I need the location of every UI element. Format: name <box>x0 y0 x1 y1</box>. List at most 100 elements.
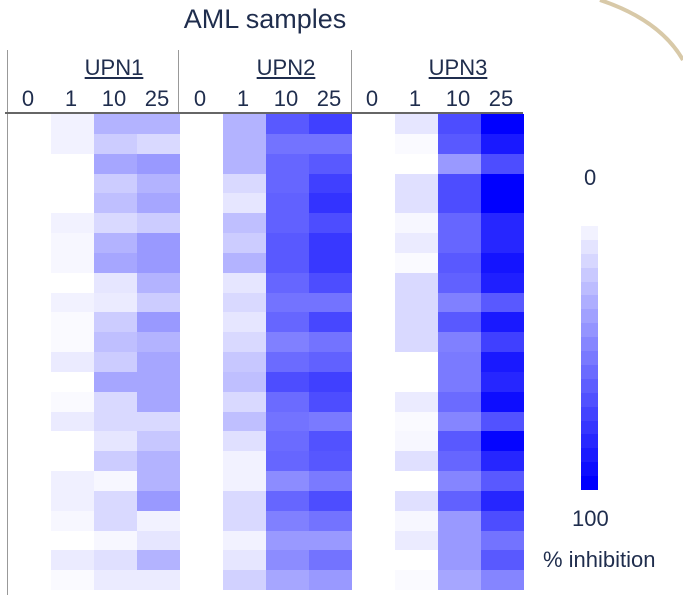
heatmap-cell <box>51 550 94 571</box>
heatmap-cell <box>481 252 524 274</box>
heatmap-cell <box>223 490 266 512</box>
heatmap-cell <box>266 530 309 551</box>
colorbar-step <box>581 281 598 296</box>
heatmap-cell <box>309 391 352 412</box>
heatmap-cell <box>309 153 352 174</box>
heatmap-cell <box>266 292 309 313</box>
heatmap-cell <box>352 431 395 452</box>
heatmap-cell <box>481 153 524 174</box>
heatmap-cell <box>309 471 352 492</box>
heatmap-cell <box>180 490 223 512</box>
concentration-tick-label: 25 <box>144 86 170 111</box>
heatmap-cell <box>137 153 180 174</box>
colorbar-step <box>581 295 598 310</box>
heatmap-cell <box>352 173 395 194</box>
heatmap-cell <box>137 490 180 512</box>
colorbar-step <box>581 378 598 394</box>
heatmap-cell <box>94 312 137 333</box>
heatmap-cell <box>51 233 94 254</box>
heatmap-cell <box>137 272 180 293</box>
concentration-tick-label: 1 <box>236 86 250 111</box>
heatmap-cell <box>137 570 180 591</box>
heatmap-cell <box>51 133 94 155</box>
heatmap-cell <box>438 451 481 472</box>
heatmap-cell <box>266 570 309 591</box>
heatmap-cell <box>481 272 524 293</box>
heatmap-cell <box>481 490 524 512</box>
heatmap-cell <box>309 490 352 512</box>
colorbar-step <box>581 462 598 477</box>
heatmap-cell <box>94 471 137 492</box>
heatmap-cell <box>352 133 395 155</box>
heatmap-cell <box>137 431 180 452</box>
colorbar-step <box>581 225 598 241</box>
heatmap-cell <box>180 431 223 452</box>
heatmap-cell <box>309 193 352 214</box>
heatmap-cell <box>352 292 395 313</box>
heatmap-cell <box>309 352 352 373</box>
colorbar-max-label: 100 <box>572 506 609 531</box>
heatmap-cell <box>309 371 352 393</box>
heatmap-cell <box>8 411 51 432</box>
heatmap-cell <box>266 133 309 155</box>
heatmap-cell <box>51 451 94 472</box>
heatmap-cell <box>481 411 524 432</box>
heatmap-cell <box>51 272 94 293</box>
heatmap-cell <box>94 451 137 472</box>
heatmap-cell <box>223 153 266 174</box>
heatmap-cell <box>223 193 266 214</box>
heatmap-cell <box>223 252 266 274</box>
heatmap-cell <box>352 510 395 531</box>
heatmap-cell <box>223 570 266 591</box>
heatmap-cell <box>94 292 137 313</box>
heatmap-cell <box>481 570 524 591</box>
heatmap-cell <box>94 352 137 373</box>
heatmap-cell <box>8 193 51 214</box>
heatmap-cell <box>438 173 481 194</box>
heatmap-cell <box>481 371 524 393</box>
heatmap-cell <box>352 153 395 174</box>
heatmap-cell <box>352 213 395 234</box>
heatmap-cell <box>51 312 94 333</box>
heatmap-cell <box>51 213 94 234</box>
heatmap-cell <box>8 352 51 373</box>
heatmap-cell <box>180 371 223 393</box>
heatmap-cell <box>223 510 266 531</box>
heatmap-cell <box>94 153 137 174</box>
heatmap-cell <box>137 193 180 214</box>
heatmap-cell <box>8 391 51 412</box>
heatmap-cell <box>223 431 266 452</box>
heatmap-cell <box>137 391 180 412</box>
heatmap-cell <box>395 133 438 155</box>
heatmap-cell <box>137 213 180 234</box>
heatmap-cell <box>395 332 438 353</box>
heatmap-cell <box>223 173 266 194</box>
heatmap-cell <box>51 371 94 393</box>
colorbar-step <box>581 337 598 352</box>
heatmap-cell <box>438 332 481 353</box>
heatmap-cell <box>223 391 266 412</box>
heatmap-cell <box>180 233 223 254</box>
concentration-tick-label: 0 <box>21 86 35 111</box>
concentration-tick-label: 0 <box>193 86 207 111</box>
heatmap-cell <box>438 570 481 591</box>
heatmap-cell <box>438 272 481 293</box>
heatmap-cell <box>266 332 309 353</box>
heatmap-cell <box>395 352 438 373</box>
heatmap-cell <box>266 490 309 512</box>
heatmap-cell <box>438 352 481 373</box>
heatmap-cell <box>309 114 352 135</box>
group-label-upn1: UPN1 <box>84 55 144 80</box>
heatmap-cell <box>180 153 223 174</box>
heatmap-cell <box>94 332 137 353</box>
heatmap-cell <box>438 391 481 412</box>
heatmap-cell <box>223 114 266 135</box>
heatmap-cell <box>395 431 438 452</box>
heatmap-cell <box>137 550 180 571</box>
heatmap-cell <box>309 332 352 353</box>
heatmap-cell <box>223 530 266 551</box>
heatmap-cell <box>481 193 524 214</box>
heatmap-cell <box>438 252 481 274</box>
heatmap-cell <box>180 510 223 531</box>
heatmap-cell <box>8 153 51 174</box>
